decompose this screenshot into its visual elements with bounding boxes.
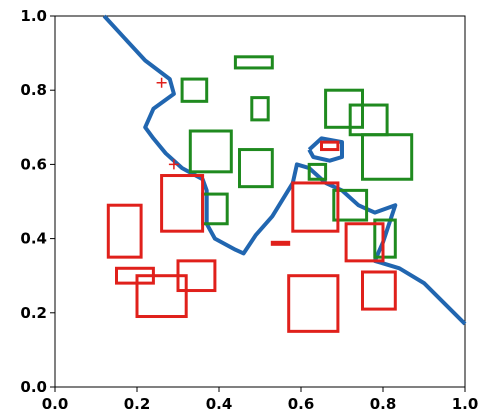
- red-box-9: [320, 140, 340, 152]
- red-box-10: [270, 240, 291, 246]
- x-tick-label: 0.2: [124, 395, 151, 413]
- y-tick-label: 1.0: [20, 7, 47, 25]
- y-tick-label: 0.2: [20, 304, 47, 322]
- y-tick-label: 0.8: [20, 81, 47, 99]
- green-box-7: [348, 103, 389, 137]
- green-box-9: [307, 162, 328, 181]
- red-plus-marker-0: [156, 77, 167, 88]
- red-box-7: [287, 274, 340, 333]
- x-tick-label: 0.4: [206, 395, 233, 413]
- green-box-3: [188, 129, 233, 174]
- red-box-3: [135, 274, 188, 319]
- green-box-2: [250, 96, 270, 122]
- red-box-5: [291, 181, 340, 233]
- x-tick-label: 0.0: [42, 395, 69, 413]
- red-box-8: [361, 270, 397, 311]
- green-box-8: [361, 133, 414, 181]
- y-tick-label: 0.4: [20, 230, 47, 248]
- x-tick-label: 0.6: [288, 395, 315, 413]
- x-tick-label: 1.0: [452, 395, 479, 413]
- green-box-6: [324, 88, 365, 129]
- green-box-11: [373, 218, 397, 259]
- y-tick-label: 0.0: [20, 378, 47, 396]
- red-box-0: [106, 203, 143, 259]
- x-tick-label: 0.8: [370, 395, 397, 413]
- green-box-10: [332, 188, 369, 222]
- decision-boundary-loop: [307, 136, 344, 163]
- red-plus-marker-1: [168, 159, 179, 170]
- red-box-1: [160, 174, 205, 233]
- green-box-5: [238, 148, 274, 189]
- red-box-6: [344, 222, 385, 263]
- decision-boundary: [102, 14, 467, 326]
- green-box-0: [180, 77, 209, 103]
- y-tick-label: 0.6: [20, 155, 47, 173]
- green-box-1: [233, 55, 274, 70]
- red-box-4: [176, 259, 217, 293]
- plot-frame: [54, 15, 466, 388]
